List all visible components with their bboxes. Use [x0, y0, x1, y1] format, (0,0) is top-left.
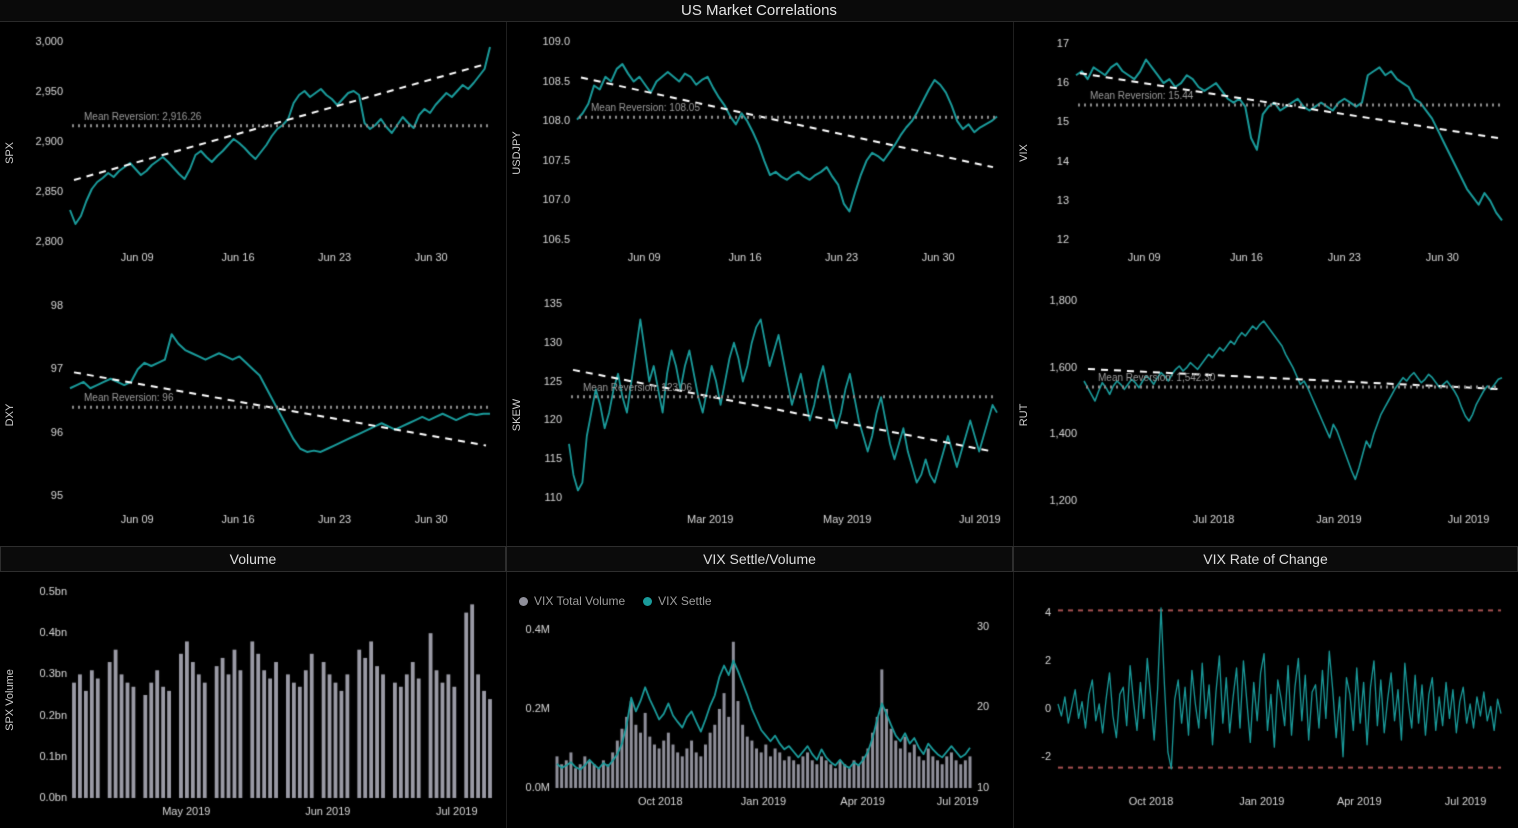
spx-volume-chart[interactable] — [18, 572, 504, 828]
rut-panel: RUT — [1013, 284, 1518, 546]
settle-volume-legend: VIX Total Volume VIX Settle — [519, 594, 712, 608]
dxy-panel: DXY — [0, 284, 506, 546]
vix-roc-chart[interactable] — [1014, 572, 1517, 828]
rut-y-axis-label: RUT — [1018, 403, 1030, 427]
spx-y-axis-label: SPX — [4, 141, 16, 165]
legend-item-vix-settle[interactable]: VIX Settle — [643, 594, 712, 608]
roc-panel-title: VIX Rate of Change — [1013, 546, 1518, 572]
skew-panel: SKEW — [506, 284, 1013, 546]
spx-chart[interactable] — [18, 22, 504, 284]
volume-panel-title: Volume — [0, 546, 506, 572]
vix-panel: VIX — [1013, 22, 1518, 284]
skew-y-axis-label: SKEW — [511, 398, 523, 432]
spx-volume-y-axis-label: SPX Volume — [4, 669, 16, 731]
dxy-chart[interactable] — [18, 284, 504, 546]
vix-total-volume-legend-dot — [519, 596, 528, 606]
vix-settle-volume-panel: VIX Total Volume VIX Settle — [506, 572, 1013, 828]
usdjpy-panel: USDJPY — [506, 22, 1013, 284]
vix-settle-legend-label: VIX Settle — [658, 594, 712, 608]
skew-chart[interactable] — [525, 284, 1011, 546]
vix-total-volume-legend-label: VIX Total Volume — [534, 594, 626, 608]
legend-item-vix-total-volume[interactable]: VIX Total Volume — [519, 594, 625, 608]
vix-chart[interactable] — [1032, 22, 1516, 284]
rut-chart[interactable] — [1032, 284, 1516, 546]
vix-settle-legend-dot — [643, 596, 653, 606]
usdjpy-y-axis-label: USDJPY — [511, 131, 523, 175]
vix-settle-volume-chart[interactable] — [507, 572, 1012, 828]
spx-volume-panel: SPX Volume — [0, 572, 506, 828]
settle-volume-panel-title: VIX Settle/Volume — [506, 546, 1013, 572]
vix-y-axis-label: VIX — [1018, 144, 1030, 162]
dashboard-title: US Market Correlations — [0, 0, 1518, 22]
vix-roc-panel — [1013, 572, 1518, 828]
usdjpy-chart[interactable] — [525, 22, 1011, 284]
dxy-y-axis-label: DXY — [4, 403, 16, 427]
spx-panel: SPX — [0, 22, 506, 284]
